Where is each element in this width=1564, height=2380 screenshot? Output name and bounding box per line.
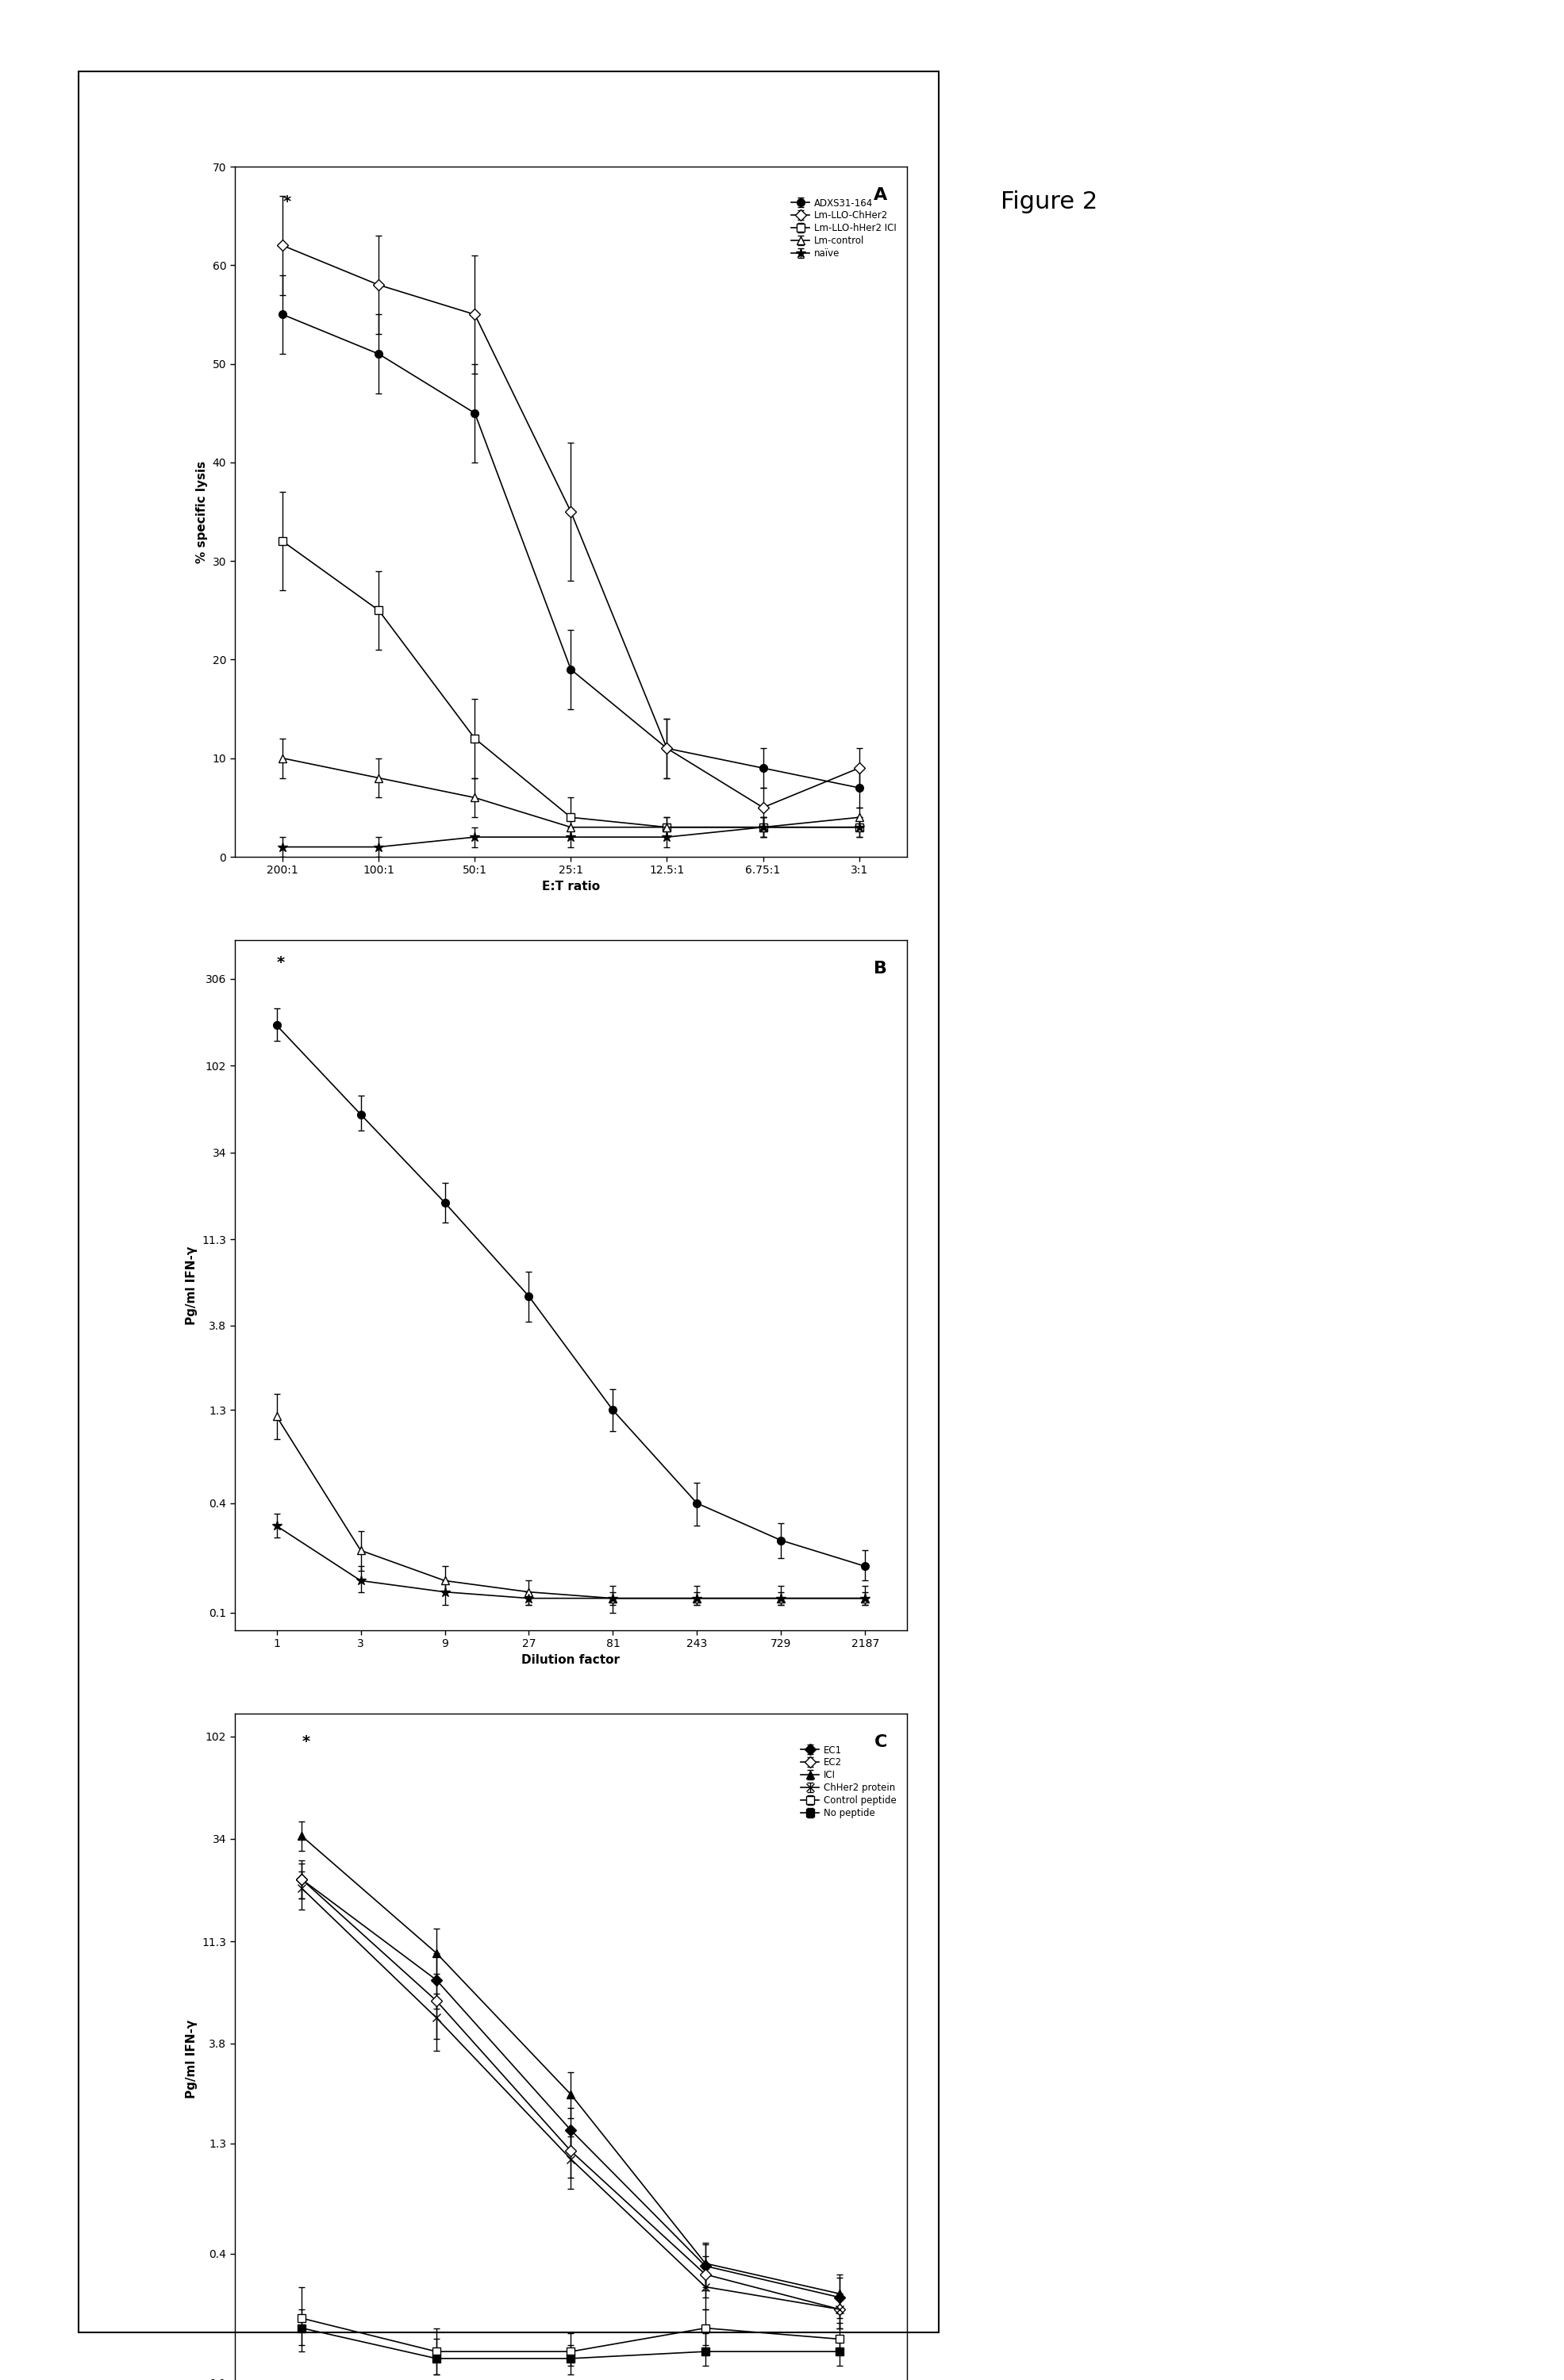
Text: *: * — [283, 195, 291, 209]
Text: A: A — [873, 188, 887, 202]
Text: C: C — [874, 1735, 887, 1749]
X-axis label: Dilution factor: Dilution factor — [522, 1654, 619, 1666]
Legend: ADXS31-164, Lm-LLO-ChHer2, Lm-LLO-hHer2 ICI, Lm-control, naïve: ADXS31-164, Lm-LLO-ChHer2, Lm-LLO-hHer2 … — [787, 195, 901, 262]
Text: *: * — [302, 1735, 310, 1749]
Text: Figure 2: Figure 2 — [1001, 190, 1098, 214]
Text: B: B — [873, 962, 887, 976]
Y-axis label: Pg/ml IFN-γ: Pg/ml IFN-γ — [186, 1245, 197, 1326]
X-axis label: E:T ratio: E:T ratio — [541, 881, 601, 892]
Y-axis label: % specific lysis: % specific lysis — [196, 459, 208, 564]
Legend: EC1, EC2, ICI, ChHer2 protein, Control peptide, No peptide: EC1, EC2, ICI, ChHer2 protein, Control p… — [796, 1742, 901, 1823]
Y-axis label: Pg/ml IFN-γ: Pg/ml IFN-γ — [186, 2018, 197, 2099]
Text: *: * — [277, 954, 285, 971]
